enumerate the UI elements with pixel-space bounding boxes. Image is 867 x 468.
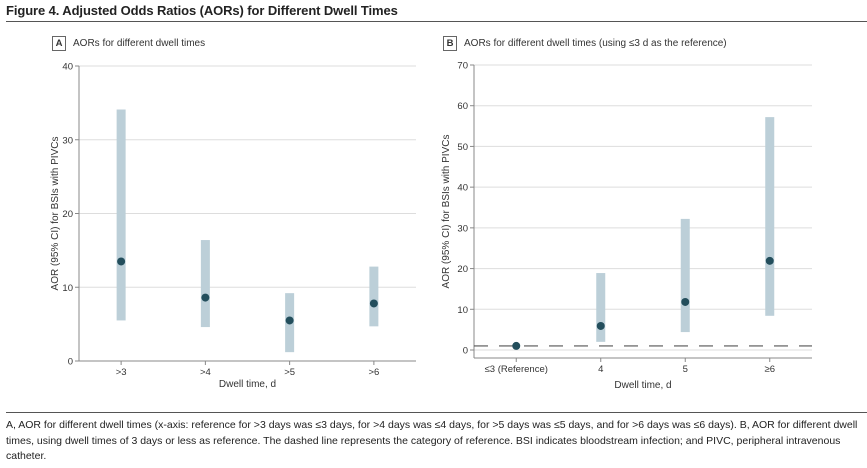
panel-b-aor-point [765,256,774,265]
panel-a-y-tick-label: 10 [62,283,73,294]
panel-a-x-axis-title: Dwell time, d [219,379,276,390]
panel-b-header: B AORs for different dwell times (using … [443,36,727,51]
panel-a-x-tick-label: >3 [116,367,127,378]
panel-a-y-tick-label: 30 [62,135,73,146]
panel-a-y-tick-label: 0 [68,357,73,368]
panel-b-x-tick-label: 5 [683,364,688,375]
panel-b-y-axis-title: AOR (95% CI) for BSIs with PIVCs [441,135,452,289]
panel-a-x-tick-label: >6 [368,367,379,378]
panel-a-chart: 0 10 20 30 40 >3 >4 >5 >6 Dwell time, d AOR (95% C… [50,62,416,390]
panel-a-ci-bar [200,240,210,328]
panel-b-aor-point [512,341,521,350]
panel-b-y-tick-label: 0 [463,346,468,357]
panel-a-ci-bar [116,109,126,321]
panel-b-x-tick-label: 4 [598,364,603,375]
panel-a-aor-point [285,316,294,325]
panel-b-title: AORs for different dwell times (using ≤3… [464,38,727,49]
panel-b-aor-point [681,297,690,306]
panel-b-ci-bar [596,273,606,342]
title-divider [6,21,867,22]
panel-a-aor-point [201,293,210,302]
panel-b-ci-bar [680,218,690,333]
panel-a-x-tick-label: >4 [200,367,211,378]
panel-b-x-tick-label: ≤3 (Reference) [485,364,548,375]
panel-a-letter: A [52,36,66,51]
panel-b-y-tick-label: 30 [457,223,468,234]
panel-a-header: A AORs for different dwell times [52,36,205,51]
panel-b-aor-point [596,321,605,330]
panel-b-y-tick-label: 70 [457,61,468,72]
panel-b-x-axis-title: Dwell time, d [614,380,671,391]
panel-a-aor-point [369,299,378,308]
panel-b-y-tick-label: 20 [457,264,468,275]
panel-a-y-tick-label: 40 [62,62,73,73]
panel-a-aor-point [117,257,126,266]
panel-b-y-tick-label: 60 [457,101,468,112]
panel-b-y-tick-label: 40 [457,183,468,194]
panel-b-y-tick-label: 10 [457,305,468,316]
panel-a-ci-bar [369,266,379,327]
caption-divider [6,412,867,413]
figure-title: Figure 4. Adjusted Odds Ratios (AORs) fo… [6,3,398,18]
panel-b-y-tick-label: 50 [457,142,468,153]
panel-a-y-axis-title: AOR (95% CI) for BSIs with PIVCs [50,137,61,291]
panel-a-y-tick-label: 20 [62,209,73,220]
panel-a-title: AORs for different dwell times [73,38,206,49]
panel-b-letter: B [443,36,457,51]
panel-b-chart: 0 10 20 30 40 50 60 70 ≤3 (Reference) 4 5 ≥6 Dwell t… [441,61,812,391]
panel-b-ci-bar [765,117,775,316]
panel-b-x-tick-label: ≥6 [765,364,776,375]
figure-caption: A, AOR for different dwell times (x-axis… [6,419,858,462]
panel-a-x-tick-label: >5 [284,367,295,378]
